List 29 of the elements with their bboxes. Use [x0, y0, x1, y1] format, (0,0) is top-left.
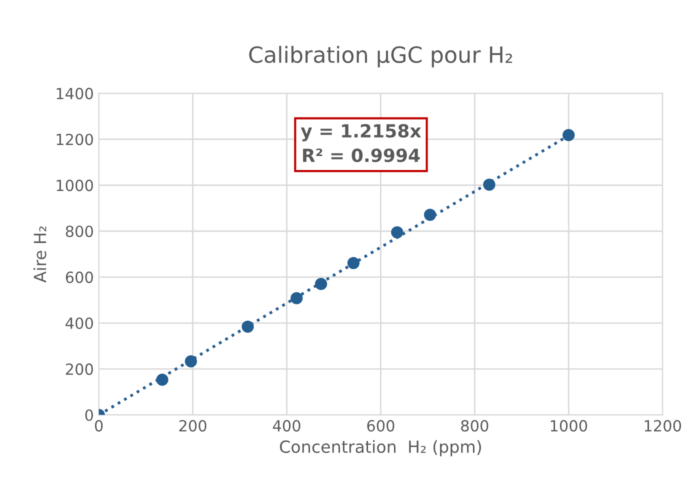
point: [562, 129, 575, 142]
point: [290, 292, 303, 304]
y-tick-label: 1400: [56, 88, 93, 100]
point: [242, 320, 254, 333]
point: [483, 178, 496, 191]
x-tick-label: 400: [272, 420, 300, 432]
x-tick-label: 800: [461, 420, 488, 432]
y-tick-label: 400: [66, 317, 93, 330]
y-tick-label: 1200: [56, 134, 93, 146]
point: [314, 278, 328, 290]
annotation: y = 1.2158x R² = 0.9994: [300, 124, 422, 162]
y-tick-label: 200: [66, 363, 93, 375]
point: [347, 256, 360, 270]
x-tick-label: 1000: [550, 420, 588, 432]
y-tick-label: 0: [85, 409, 93, 421]
point: [424, 208, 436, 221]
x-tick-label: 1200: [644, 420, 682, 432]
chart-title: Calibration µGC pour H₂: [249, 46, 512, 68]
y-tick-label: 800: [66, 226, 93, 238]
point: [391, 226, 404, 238]
x-axis-title: Concentration H₂ (ppm): [280, 440, 481, 456]
x-tick-label: 200: [179, 420, 206, 432]
y-axis-title: Aire H₂: [33, 226, 46, 283]
y-tick-label: 600: [66, 272, 93, 284]
y-tick-label: 1000: [56, 180, 93, 192]
x-tick-label: 600: [367, 420, 394, 432]
x-tick-label: 0: [94, 420, 103, 432]
point: [184, 355, 197, 368]
point: [156, 374, 168, 386]
